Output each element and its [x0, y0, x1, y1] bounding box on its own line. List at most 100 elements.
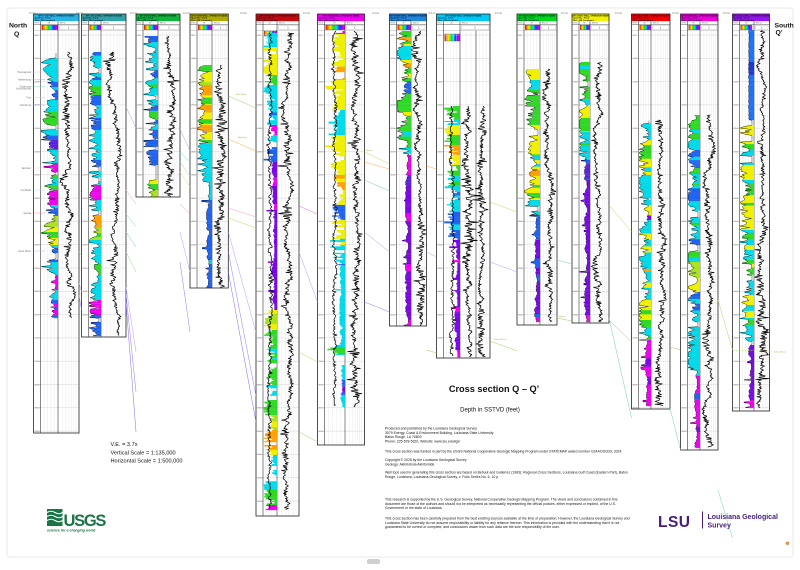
svg-text:-3500: -3500 — [681, 175, 687, 177]
svg-text:-7500: -7500 — [733, 361, 739, 363]
svg-text:-4000: -4000 — [518, 198, 524, 200]
svg-text:-2500: -2500 — [34, 128, 40, 130]
svg-text:-4000: -4000 — [437, 198, 443, 200]
svg-text:-6500: -6500 — [518, 314, 524, 316]
svg-text:-3500: -3500 — [82, 175, 88, 177]
svg-text:V.E. = 3.7x: V.E. = 3.7x — [111, 442, 138, 448]
svg-text:Elev.: KB Completed: Elev.: KB Completed — [518, 19, 539, 22]
svg-text:-1000: -1000 — [137, 58, 143, 60]
svg-text:-1000: -1000 — [191, 58, 197, 60]
svg-text:-3500: -3500 — [318, 175, 324, 177]
svg-text:-4500: -4500 — [390, 221, 396, 223]
svg-text:-4500: -4500 — [681, 221, 687, 223]
svg-text:0.4 mi: 0.4 mi — [130, 12, 137, 15]
svg-text:-3000: -3000 — [681, 151, 687, 153]
svg-text:-6000: -6000 — [257, 291, 263, 293]
svg-text:-7500: -7500 — [257, 361, 263, 363]
svg-text:Pascagoula: Pascagoula — [17, 70, 31, 74]
svg-text:-4500: -4500 — [191, 221, 197, 223]
svg-text:-2500: -2500 — [437, 128, 443, 130]
svg-text:-4500: -4500 — [82, 221, 88, 223]
svg-text:-1000: -1000 — [390, 58, 396, 60]
svg-text:-2000: -2000 — [518, 105, 524, 107]
svg-text:Cane River: Cane River — [18, 249, 31, 253]
svg-text:-5500: -5500 — [390, 268, 396, 270]
svg-text:-2500: -2500 — [632, 128, 638, 130]
svg-text:-5500: -5500 — [573, 268, 579, 270]
svg-text:-5500: -5500 — [257, 268, 263, 270]
svg-text:RES ILD: RES ILD — [592, 23, 599, 25]
svg-text:-6000: -6000 — [390, 291, 396, 293]
svg-text:RES ILD: RES ILD — [542, 23, 549, 25]
svg-text:-5000: -5000 — [318, 245, 324, 247]
svg-text:Rouge, Louisiana, Louisiana Ge: Rouge, Louisiana, Louisiana Geological S… — [385, 475, 499, 479]
svg-text:-2500: -2500 — [733, 128, 739, 130]
svg-text:-6500: -6500 — [632, 314, 638, 316]
svg-text:Elev.: KB Completed: Elev.: KB Completed — [391, 19, 412, 22]
svg-text:science for a changing world: science for a changing world — [47, 529, 96, 533]
svg-text:Frio: Frio — [27, 95, 32, 99]
svg-text:-5500: -5500 — [733, 268, 739, 270]
svg-text:-7000: -7000 — [632, 338, 638, 340]
svg-text:-4500: -4500 — [34, 221, 40, 223]
svg-text:Depth in SSTVD (feet): Depth in SSTVD (feet) — [460, 408, 520, 414]
svg-text:South: South — [775, 23, 794, 30]
svg-text:-8000: -8000 — [632, 384, 638, 386]
svg-text:0.4 mi: 0.4 mi — [76, 12, 83, 15]
svg-text:0.4 mi: 0.4 mi — [495, 12, 502, 15]
svg-text:-4000: -4000 — [632, 198, 638, 200]
svg-text:Elev.: KB Completed: Elev.: KB Completed — [191, 19, 212, 22]
svg-text:Baton Rouge, LA 70803: Baton Rouge, LA 70803 — [385, 435, 422, 439]
svg-text:0.4 mi: 0.4 mi — [561, 12, 568, 15]
svg-text:RES ILD: RES ILD — [653, 23, 660, 25]
svg-text:-6000: -6000 — [34, 291, 40, 293]
svg-text:-1500: -1500 — [390, 81, 396, 83]
svg-text:0.4 mi: 0.4 mi — [429, 12, 436, 15]
svg-text:-9500: -9500 — [257, 454, 263, 456]
svg-text:-8500: -8500 — [34, 408, 40, 410]
svg-text:Hattiesburg: Hattiesburg — [18, 77, 32, 81]
svg-text:-4000: -4000 — [82, 198, 88, 200]
svg-text:-8000: -8000 — [733, 384, 739, 386]
svg-text:Vicksburg: Vicksburg — [20, 103, 32, 107]
svg-text:-3500: -3500 — [257, 175, 263, 177]
svg-text:-1500: -1500 — [137, 81, 143, 83]
svg-text:-3500: -3500 — [518, 175, 524, 177]
svg-text:-2000: -2000 — [82, 105, 88, 107]
svg-text:-2000: -2000 — [733, 105, 739, 107]
svg-text:-8500: -8500 — [318, 408, 324, 410]
svg-text:North: North — [9, 22, 27, 29]
svg-text:-3000: -3000 — [257, 151, 263, 153]
svg-text:-3000: -3000 — [733, 151, 739, 153]
svg-text:-6500: -6500 — [733, 314, 739, 316]
svg-text:Big Hum: Big Hum — [238, 137, 247, 139]
svg-text:RES ILD: RES ILD — [756, 23, 763, 25]
svg-text:-2000: -2000 — [257, 105, 263, 107]
svg-text:-2000: -2000 — [437, 105, 443, 107]
svg-text:-8500: -8500 — [681, 408, 687, 410]
svg-text:-2000: -2000 — [137, 105, 143, 107]
svg-text:-5000: -5000 — [681, 245, 687, 247]
svg-text:-4000: -4000 — [257, 198, 263, 200]
svg-text:-3000: -3000 — [518, 151, 524, 153]
svg-text:-7500: -7500 — [34, 361, 40, 363]
svg-text:Horizontal Scale = 1:500,000: Horizontal Scale = 1:500,000 — [111, 459, 183, 465]
svg-text:-2000: -2000 — [632, 105, 638, 107]
svg-text:-1000: -1000 — [82, 58, 88, 60]
svg-text:Q’: Q’ — [776, 30, 783, 37]
svg-text:-1000: -1000 — [34, 58, 40, 60]
svg-text:Cockfield: Cockfield — [20, 188, 31, 192]
svg-text:-2500: -2500 — [137, 128, 143, 130]
svg-text:-3500: -3500 — [573, 175, 579, 177]
svg-text:-4000: -4000 — [573, 198, 579, 200]
svg-text:Phone: 225-578-5320, Website:: Phone: 225-578-5320, Website: www.lsu.ed… — [385, 440, 460, 444]
svg-text:-7500: -7500 — [632, 361, 638, 363]
svg-text:-7000: -7000 — [681, 338, 687, 340]
svg-text:-6500: -6500 — [573, 314, 579, 316]
svg-text:-4500: -4500 — [733, 221, 739, 223]
svg-text:-5500: -5500 — [681, 268, 687, 270]
svg-text:Sparta: Sparta — [23, 211, 31, 215]
svg-text:-1500: -1500 — [82, 81, 88, 83]
svg-text:Q: Q — [14, 31, 19, 38]
svg-text:-1000: -1000 — [318, 58, 324, 60]
